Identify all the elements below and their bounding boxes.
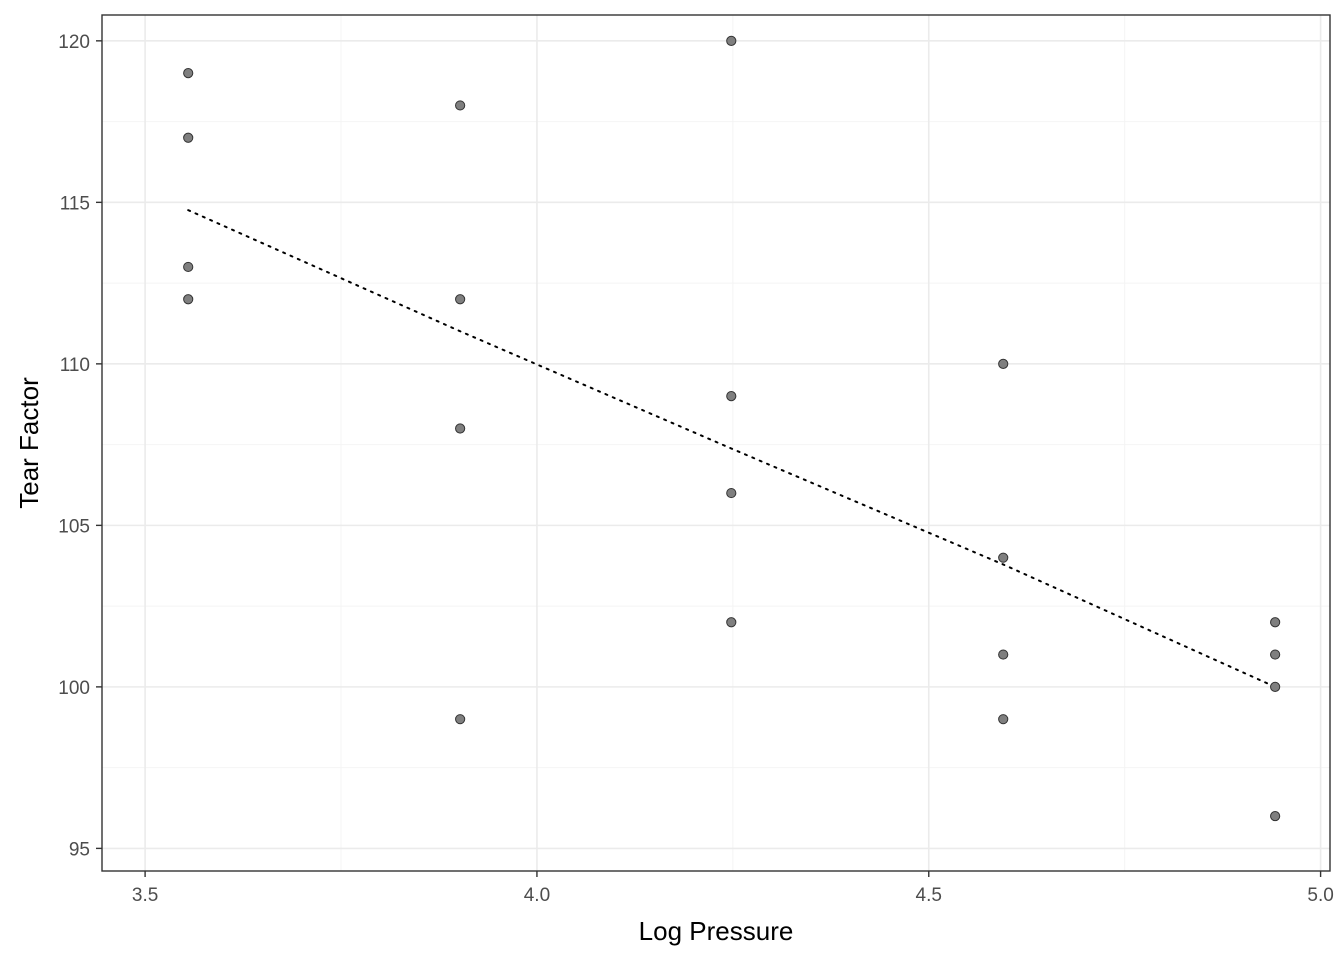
data-point [455,423,466,434]
data-point [183,294,194,305]
data-point [726,35,737,46]
y-tick-label: 115 [60,193,90,214]
data-point [183,261,194,273]
data-point [998,714,1009,725]
data-point [455,100,466,111]
y-tick-label: 100 [58,678,90,699]
data-point [455,294,466,305]
x-tick-label: 4.5 [916,885,942,906]
x-axis-title: Log Pressure [639,916,794,946]
data-point [998,649,1009,660]
data-point [1270,649,1281,660]
data-point [998,552,1009,563]
y-tick-label: 95 [69,839,90,860]
data-point [726,487,737,499]
y-axis-title: Tear Factor [14,377,44,509]
y-tick-label: 105 [58,516,90,537]
y-tick-label: 110 [60,355,90,376]
data-point [726,391,737,402]
points-group [183,35,1281,822]
trend-line-group [187,209,1277,688]
data-point [183,68,194,79]
data-point [455,714,466,725]
x-tick-label: 5.0 [1307,885,1333,906]
x-axis: 3.5 4.0 4.5 5.0 [132,871,1334,906]
x-tick-label: 3.5 [132,885,158,906]
data-point [1270,810,1281,822]
panel-border [101,14,1331,872]
data-point [1270,681,1281,692]
x-tick-label: 4.0 [524,885,550,906]
data-point [998,358,1009,369]
trend-line [187,209,1277,688]
data-point [1270,617,1281,628]
data-point [726,617,737,628]
y-tick-label: 120 [58,32,90,53]
data-point [183,132,194,143]
grid [102,15,1330,871]
y-axis: 95 100 105 110 115 120 [58,32,102,860]
